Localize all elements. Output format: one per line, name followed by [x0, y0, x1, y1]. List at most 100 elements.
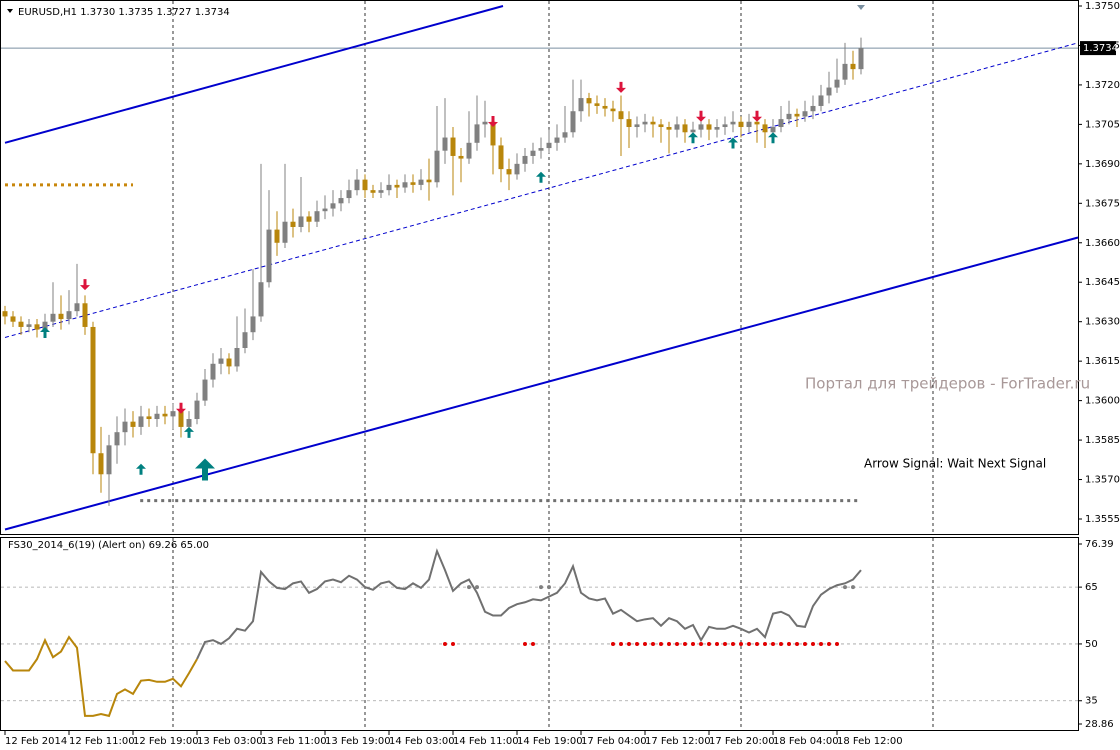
candle-body [114, 432, 120, 446]
y-tick-label: 1.3615 [1085, 356, 1120, 367]
signal-arrow [80, 279, 90, 291]
y-tick-label: 1.3570 [1085, 475, 1120, 486]
signal-dot [851, 585, 855, 590]
candle-body [2, 311, 8, 317]
signal-dot [611, 641, 615, 646]
trendline [4, 236, 1079, 531]
candle-body [650, 121, 656, 125]
candle-body [250, 316, 256, 333]
candle-body [58, 313, 64, 320]
indicator-panel-frame [0, 537, 1079, 731]
candle-body [178, 411, 184, 427]
y-tick-label: 1.3600 [1085, 396, 1120, 407]
candle-body [538, 148, 544, 151]
candle-body [234, 348, 240, 367]
signal-arrow [688, 132, 698, 144]
y-tick-label: 1.3690 [1085, 159, 1120, 170]
candle-body [338, 198, 344, 204]
signal-dot [475, 585, 479, 590]
candle-body [66, 311, 72, 320]
candle-body [314, 211, 320, 222]
signal-dot [755, 641, 759, 646]
candle-body [594, 103, 600, 106]
y-tick-label: 1.3585 [1085, 435, 1120, 446]
signal-dot [803, 641, 807, 646]
candle-body [466, 142, 472, 159]
candle-body [754, 121, 760, 125]
candle-body [458, 155, 464, 159]
candle-body [858, 48, 864, 70]
signal-dot [451, 641, 455, 646]
candle-body [10, 316, 16, 322]
signal-dot [787, 641, 791, 646]
x-tick-label: 17 Feb 20:00 [709, 736, 775, 747]
candle-body [690, 129, 696, 133]
signal-arrow [768, 132, 778, 144]
candle-body [802, 111, 808, 117]
last-price-box [1080, 41, 1116, 56]
candle-body [426, 179, 432, 183]
candle-body [522, 155, 528, 164]
candle-body [746, 121, 752, 128]
signal-dot [731, 641, 735, 646]
candle-body [154, 413, 160, 420]
candle-body [834, 79, 840, 88]
candle-body [714, 127, 720, 130]
candle-body [138, 416, 144, 427]
y-tick-label: 1.3675 [1085, 198, 1120, 209]
candle-body [210, 363, 216, 380]
x-tick-label: 14 Feb 11:00 [453, 736, 519, 747]
x-tick-label: 18 Feb 04:00 [773, 736, 839, 747]
candle-body [82, 303, 88, 327]
y-tick-label: 35 [1085, 696, 1098, 707]
candle-body [322, 208, 328, 212]
signal-dot [659, 641, 663, 646]
candle-body [514, 163, 520, 175]
candle-body [850, 63, 856, 70]
candle-body [266, 229, 272, 283]
candle-body [482, 121, 488, 125]
candle-body [730, 121, 736, 125]
candle-body [354, 179, 360, 191]
candle-body [330, 203, 336, 209]
candle-body [162, 413, 168, 417]
candle-body [626, 119, 632, 128]
signal-dot [763, 641, 767, 646]
candle-body [74, 303, 80, 312]
menu-triangle[interactable] [7, 9, 13, 13]
candle-body [554, 137, 560, 143]
signal-dot [811, 641, 815, 646]
candle-body [130, 421, 136, 427]
signal-dot [739, 641, 743, 646]
candle-body [818, 95, 824, 106]
signal-arrow [176, 402, 186, 414]
candle-body [226, 358, 232, 367]
candle-body [362, 179, 368, 191]
candle-body [26, 324, 32, 327]
signal-arrow [488, 116, 498, 128]
signal-dot [827, 641, 831, 646]
candle-body [666, 127, 672, 130]
signal-dot [643, 641, 647, 646]
y-tick-label: 1.3645 [1085, 277, 1120, 288]
signal-dot [523, 641, 527, 646]
candle-body [306, 216, 312, 222]
x-tick-label: 12 Feb 11:00 [69, 736, 135, 747]
signal-arrow [184, 426, 194, 438]
signal-status: Arrow Signal: Wait Next Signal [864, 457, 1046, 471]
candle-body [794, 113, 800, 117]
y-tick-label: 1.3705 [1085, 119, 1120, 130]
indicator-title: FS30_2014_6(19) (Alert on) 69.26 65.00 [8, 540, 209, 551]
candle-body [34, 324, 40, 330]
signal-arrow [728, 137, 738, 149]
signal-dot [547, 585, 551, 590]
signal-dot [747, 641, 751, 646]
candle-body [418, 179, 424, 185]
y-tick-label: 1.3630 [1085, 317, 1120, 328]
candle-body [762, 124, 768, 133]
y-tick-label: 76.39 [1085, 539, 1114, 550]
signal-dot [443, 641, 447, 646]
candle-body [722, 124, 728, 128]
x-tick-label: 13 Feb 19:00 [325, 736, 391, 747]
x-tick-label: 17 Feb 12:00 [645, 736, 711, 747]
